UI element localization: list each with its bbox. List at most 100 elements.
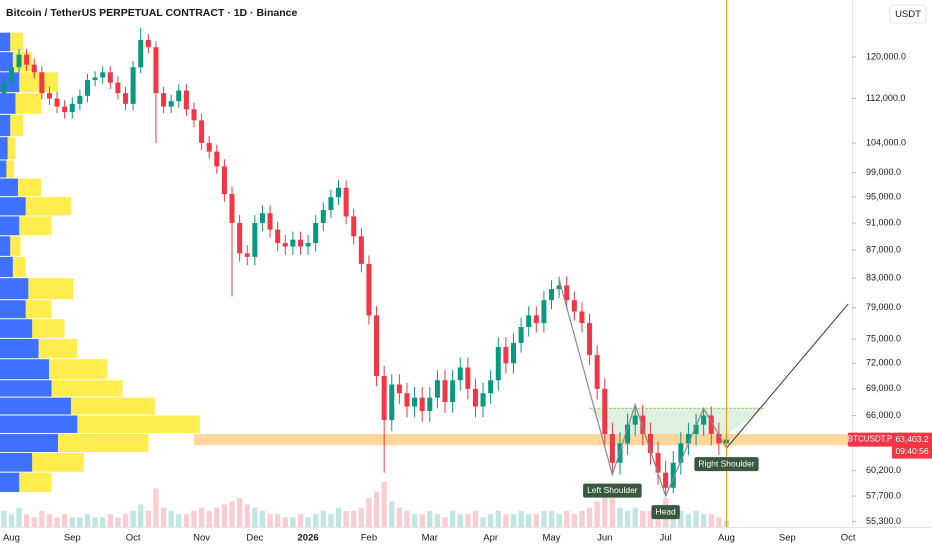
volume-bar	[69, 517, 75, 527]
volume-bar	[602, 494, 608, 527]
candle-body	[107, 72, 113, 83]
volume-bar	[343, 510, 349, 527]
profile-buy	[0, 452, 33, 472]
profile-sell	[77, 415, 200, 433]
candle-body	[290, 239, 296, 247]
candle-body	[54, 98, 60, 107]
profile-buy	[0, 160, 7, 178]
candle-body	[46, 93, 52, 99]
volume-bar	[708, 514, 714, 527]
volume-bar	[693, 510, 699, 527]
profile-sell	[15, 93, 42, 114]
volume-bar	[236, 498, 243, 527]
candle-body	[100, 72, 106, 78]
volume-bar	[389, 501, 395, 527]
volume-bar	[419, 514, 425, 527]
pattern-label-group: Head	[651, 505, 680, 520]
profile-sell	[19, 472, 52, 492]
projection-line	[726, 303, 849, 449]
candle-body	[495, 346, 501, 381]
candle-body	[176, 90, 182, 102]
candle-body	[404, 393, 410, 407]
x-tick-label: Sep	[779, 533, 796, 544]
volume-bar	[8, 514, 15, 527]
profile-sell	[51, 380, 123, 397]
candle-body	[123, 93, 129, 104]
x-tick-label: Dec	[246, 533, 263, 544]
support-zone	[193, 433, 852, 446]
volume-bar	[145, 510, 152, 527]
volume-bar	[16, 507, 22, 527]
volume-bar	[61, 514, 68, 527]
candle-body	[526, 315, 532, 328]
volume-bar	[313, 514, 319, 527]
candle-body	[275, 229, 281, 244]
volume-bar	[624, 510, 631, 527]
volume-bar	[411, 514, 418, 527]
pattern-label: Head	[655, 506, 676, 516]
volume-bar	[480, 517, 486, 527]
profile-buy	[0, 32, 11, 52]
y-tick-label: 69,000.0	[866, 383, 901, 393]
volume-bar	[335, 507, 342, 527]
unit-box[interactable]	[889, 4, 927, 24]
volume-bar	[290, 517, 296, 527]
candle-body	[625, 424, 631, 444]
x-tick-label: Sep	[64, 533, 81, 544]
x-tick-label: Feb	[361, 533, 377, 544]
candle-body	[381, 375, 387, 421]
candle-body	[693, 424, 699, 434]
candle-body	[609, 433, 615, 463]
volume-bar	[381, 482, 387, 527]
profile-sell	[70, 397, 155, 415]
volume-bar	[366, 498, 372, 527]
y-tick-label: 57,700.0	[866, 490, 901, 500]
volume-bar	[373, 491, 380, 527]
volume-bar	[229, 501, 235, 527]
candle-body	[488, 380, 494, 394]
candle-body	[427, 397, 433, 411]
profile-buy	[0, 197, 26, 216]
profile-sell	[10, 236, 21, 256]
y-tick-label: 83,000.0	[866, 273, 901, 283]
volume-bar	[487, 514, 494, 527]
candle-body	[678, 443, 684, 463]
volume-bar	[632, 507, 638, 527]
volume-bar	[191, 510, 197, 527]
candle-body	[472, 388, 478, 407]
candle-body	[77, 95, 83, 104]
profile-sell	[19, 72, 59, 93]
candle-body	[716, 433, 722, 444]
profile-sell	[25, 300, 52, 319]
volume-bar	[252, 507, 258, 527]
profile-sell	[10, 114, 24, 137]
y-tick-label: 87,000.0	[866, 244, 901, 254]
unit-label[interactable]: USDT	[895, 9, 921, 20]
x-tick-label: Oct	[841, 533, 856, 544]
y-tick-label: 120,000.0	[866, 52, 906, 62]
profile-buy	[0, 472, 20, 492]
volume-bar	[282, 517, 288, 527]
profile-sell	[32, 319, 65, 338]
volume-bar	[647, 510, 654, 527]
profile-buy	[0, 380, 52, 397]
profile-sell	[10, 32, 24, 52]
profile-buy	[0, 300, 26, 319]
volume-bar	[716, 517, 722, 527]
neckline-area	[589, 408, 765, 434]
volume-bar	[320, 510, 326, 527]
y-tick-label: 99,000.0	[866, 167, 901, 177]
candle-body	[412, 397, 418, 407]
x-tick-label: Aug	[718, 533, 735, 544]
candle-body	[24, 54, 30, 65]
candle-body	[351, 216, 357, 237]
candle-body	[267, 213, 273, 230]
volume-bar	[39, 510, 45, 527]
pattern-label: Left Shoulder	[587, 485, 638, 495]
profile-buy	[0, 397, 71, 415]
volume-bar	[533, 514, 539, 527]
candle-body	[374, 315, 380, 376]
candle-body	[297, 239, 303, 247]
candle-body	[229, 194, 235, 223]
